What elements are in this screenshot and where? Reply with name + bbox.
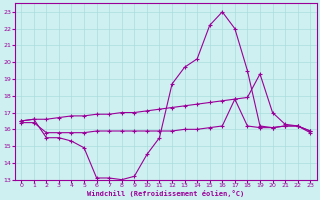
X-axis label: Windchill (Refroidissement éolien,°C): Windchill (Refroidissement éolien,°C) — [87, 190, 244, 197]
